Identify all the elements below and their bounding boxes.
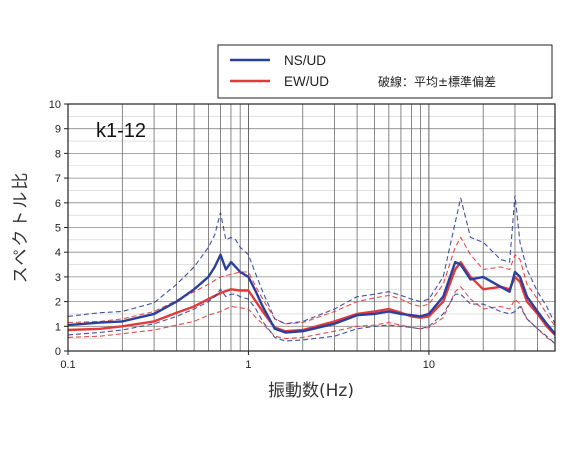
legend-note: 破線：平均±標準偏差	[378, 74, 496, 89]
y-axis-title: スペクトル比	[11, 171, 31, 284]
series-ns-lower-line	[68, 288, 555, 345]
x-tick-label: 10	[423, 359, 435, 371]
series-ns-upper-line	[68, 195, 555, 325]
legend-label-ns: NS/UD	[284, 53, 326, 68]
y-tick-label: 9	[55, 124, 61, 136]
x-axis-title: 振動数(Hz)	[268, 381, 354, 401]
y-tick-label: 2	[55, 297, 61, 309]
legend-box	[217, 44, 553, 99]
y-tick-label: 8	[55, 148, 61, 160]
series-ew-mean-line	[68, 260, 555, 336]
y-tick-label: 10	[49, 99, 61, 111]
y-tick-label: 4	[55, 247, 61, 259]
grid	[67, 103, 556, 352]
x-tick-label: 1	[245, 359, 251, 371]
plot-area	[68, 195, 555, 345]
panel-label: k1-12	[96, 120, 146, 142]
series-ew-upper-line	[68, 236, 555, 327]
y-tick-label: 3	[55, 272, 61, 284]
legend: NS/UD EW/UD 破線：平均±標準偏差	[217, 44, 553, 99]
legend-label-ew: EW/UD	[284, 74, 329, 89]
series-ew-lower-line	[68, 286, 555, 345]
axis-ticks: 0 1 2 3 4 5 6 7 8 9 10 0.1 1 10	[49, 99, 435, 371]
series-layer	[68, 195, 555, 345]
y-tick-label: 6	[55, 198, 61, 210]
y-tick-label: 0	[55, 346, 61, 358]
y-tick-label: 7	[55, 173, 61, 185]
series-ns-mean-line	[68, 253, 555, 335]
y-tick-label: 5	[55, 223, 61, 235]
y-tick-label: 1	[55, 321, 61, 333]
x-tick-label: 0.1	[60, 359, 75, 371]
